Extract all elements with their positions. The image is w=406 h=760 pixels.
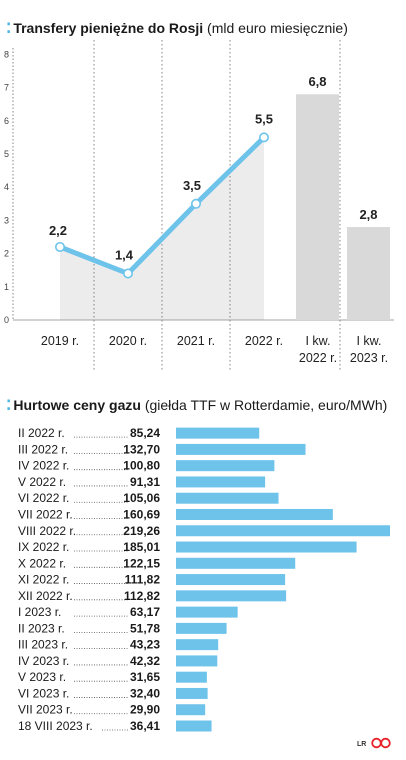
data-point: [54, 241, 65, 252]
x-tick-label: 2019 r.: [41, 334, 79, 348]
point-value-label: 2,2: [49, 223, 67, 238]
y-tick-label: 5: [4, 149, 9, 159]
y-tick-label: 1: [4, 282, 9, 292]
bar-value-label: 2,8: [359, 207, 377, 222]
price-bar: [176, 460, 275, 472]
data-point: [123, 268, 134, 279]
row-label: V 2023 r.: [18, 670, 66, 684]
row-label: VII 2022 r.: [18, 507, 73, 521]
row-label: XII 2022 r.: [18, 589, 73, 603]
y-tick-label: 6: [4, 116, 9, 126]
price-bar: [176, 671, 207, 683]
row-value-label: 132,70: [123, 442, 160, 456]
y-tick-label: 3: [4, 215, 9, 225]
row-label: II 2023 r.: [18, 621, 65, 635]
chart1-title: ⁚ Transfery pieniężne do Rosji (mld euro …: [6, 20, 348, 37]
bar-2: [347, 227, 390, 320]
price-bar: [176, 655, 218, 667]
point-value-label: 1,4: [115, 248, 134, 263]
row-value-label: 29,90: [130, 703, 160, 717]
price-bar: [176, 427, 260, 439]
row-label: III 2023 r.: [18, 638, 68, 652]
row-label: VI 2023 r.: [18, 686, 69, 700]
price-bar: [176, 606, 238, 618]
bar-1: [296, 94, 339, 321]
price-bar: [176, 687, 208, 699]
price-bar: [176, 541, 357, 553]
row-label: V 2022 r.: [18, 475, 66, 489]
row-label: IV 2022 r.: [18, 459, 69, 473]
row-value-label: 63,17: [130, 605, 160, 619]
row-label: XI 2022 r.: [18, 573, 69, 587]
row-value-label: 42,32: [130, 654, 160, 668]
price-bar: [176, 508, 333, 520]
price-bar: [176, 704, 206, 716]
row-label: X 2022 r.: [18, 556, 66, 570]
price-bar: [176, 443, 306, 455]
y-tick-label: 2: [4, 249, 9, 259]
row-label: VII 2023 r.: [18, 703, 73, 717]
y-tick-label: 4: [4, 182, 9, 192]
price-bar: [176, 639, 219, 651]
row-value-label: 112,82: [124, 589, 160, 603]
chart2-title-sub: (giełda TTF w Rotterdamie, euro/MWh): [144, 397, 388, 413]
x-tick-label: I kw. 2023 r.: [350, 334, 388, 365]
row-value-label: 105,06: [123, 491, 160, 505]
credit-label: LR: [357, 741, 367, 748]
price-bar: [176, 622, 227, 634]
row-label: I 2023 r.: [18, 605, 61, 619]
chart1-title-sub: (mld euro miesięcznie): [207, 20, 348, 36]
row-value-label: 160,69: [123, 507, 160, 521]
row-value-label: 36,41: [130, 719, 160, 733]
price-bar: [176, 476, 266, 488]
row-value-label: 85,24: [130, 426, 160, 440]
x-tick-label: 2021 r.: [177, 334, 215, 348]
row-value-label: 185,01: [123, 540, 160, 554]
price-bar: [176, 525, 390, 537]
price-bar: [176, 557, 296, 569]
line-area-fill: [60, 137, 264, 320]
series-line: [57, 134, 267, 277]
row-value-label: 100,80: [123, 459, 160, 473]
row-label: VIII 2022 r.: [18, 524, 76, 538]
y-tick-label: 8: [4, 49, 9, 59]
y-tick-label: 7: [4, 83, 9, 93]
row-label: II 2022 r.: [18, 426, 65, 440]
point-value-label: 3,5: [183, 178, 201, 193]
chart1-title-bold: Transfery pieniężne do Rosji: [13, 20, 204, 36]
row-label: IX 2022 r.: [18, 540, 69, 554]
y-tick-label: 0: [4, 315, 9, 325]
price-bar: [176, 720, 212, 732]
data-point: [191, 198, 202, 209]
transfers-chart: 0 1 2 3 4 5 6 7 8 6,8 2,8 2,2 1,4 3,5 5,5 2019 r. 2020 r…: [4, 40, 394, 372]
price-bar: [176, 574, 286, 586]
row-value-label: 122,15: [123, 556, 160, 570]
x-tick-label: 2020 r.: [109, 334, 147, 348]
chart2-title: ⁚ Hurtowe ceny gazu (giełda TTF w Rotterd…: [6, 397, 387, 414]
row-value-label: 32,40: [130, 686, 160, 700]
x-tick-label: I kw. 2022 r.: [299, 334, 337, 365]
row-value-label: 91,31: [130, 475, 160, 489]
row-value-label: 111,82: [125, 573, 161, 587]
row-label: VI 2022 r.: [18, 491, 69, 505]
row-value-label: 51,78: [130, 621, 160, 635]
price-bar: [176, 492, 279, 504]
row-value-label: 31,65: [130, 670, 160, 684]
row-label: IV 2023 r.: [18, 654, 69, 668]
chart2-title-bold: Hurtowe ceny gazu: [13, 397, 141, 413]
row-label: III 2022 r.: [18, 442, 68, 456]
x-tick-label: 2022 r.: [245, 334, 283, 348]
row-value-label: 43,23: [130, 638, 160, 652]
row-label: 18 VIII 2023 r.: [18, 719, 93, 733]
point-value-label: 5,5: [255, 111, 273, 126]
title-dots-icon: ⁚: [6, 20, 11, 36]
data-point: [258, 132, 269, 143]
brand-logo-icon: [371, 737, 391, 749]
bar-value-label: 6,8: [308, 74, 326, 89]
price-bar: [176, 590, 287, 602]
row-value-label: 219,26: [123, 524, 160, 538]
title-dots-icon: ⁚: [6, 397, 11, 413]
